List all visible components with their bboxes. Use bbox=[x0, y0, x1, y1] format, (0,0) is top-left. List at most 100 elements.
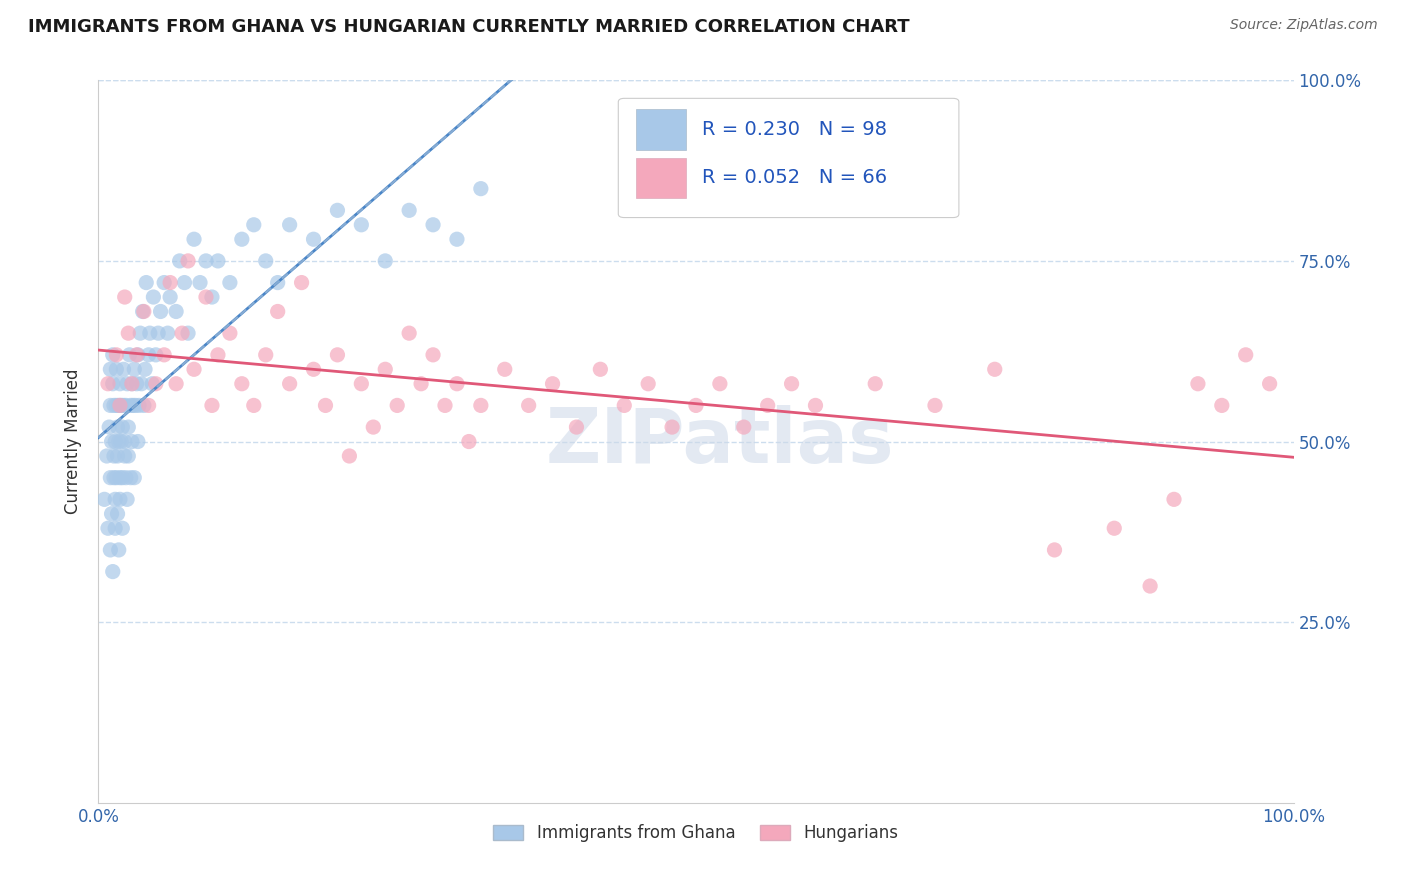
Point bbox=[107, 434, 129, 449]
Point bbox=[148, 326, 170, 340]
Point bbox=[105, 398, 128, 412]
Point bbox=[104, 434, 127, 449]
Point bbox=[141, 376, 163, 391]
Point bbox=[195, 290, 218, 304]
Point bbox=[104, 492, 127, 507]
Point bbox=[103, 470, 125, 484]
Point bbox=[108, 376, 131, 391]
Point bbox=[1211, 398, 1233, 412]
Point bbox=[117, 420, 139, 434]
Point bbox=[110, 398, 132, 412]
Point bbox=[517, 398, 540, 412]
Point bbox=[207, 348, 229, 362]
Point bbox=[446, 376, 468, 391]
Point bbox=[129, 326, 152, 340]
Point bbox=[385, 398, 409, 412]
Point bbox=[110, 434, 132, 449]
Point bbox=[398, 203, 420, 218]
Point bbox=[422, 348, 444, 362]
Point bbox=[107, 449, 129, 463]
Text: R = 0.052   N = 66: R = 0.052 N = 66 bbox=[702, 169, 887, 187]
Point bbox=[398, 326, 420, 340]
Point bbox=[637, 376, 659, 391]
Point bbox=[177, 253, 200, 268]
Point bbox=[118, 348, 141, 362]
Point bbox=[114, 434, 136, 449]
Text: R = 0.230   N = 98: R = 0.230 N = 98 bbox=[702, 120, 887, 139]
Point bbox=[98, 420, 121, 434]
Point bbox=[108, 470, 131, 484]
Point bbox=[104, 521, 127, 535]
Point bbox=[101, 565, 124, 579]
Point bbox=[139, 326, 162, 340]
Point bbox=[350, 376, 373, 391]
Point bbox=[105, 362, 128, 376]
Point bbox=[865, 376, 887, 391]
Point bbox=[685, 398, 707, 412]
Point bbox=[145, 348, 167, 362]
Point bbox=[780, 376, 803, 391]
Point bbox=[1187, 376, 1209, 391]
Point bbox=[231, 376, 253, 391]
Point bbox=[159, 276, 181, 290]
Point bbox=[374, 253, 396, 268]
Point bbox=[134, 362, 156, 376]
Point bbox=[101, 376, 124, 391]
Point bbox=[231, 232, 253, 246]
Point bbox=[135, 276, 157, 290]
Point bbox=[756, 398, 779, 412]
Point bbox=[117, 326, 139, 340]
Point bbox=[97, 376, 120, 391]
Point bbox=[494, 362, 516, 376]
Point bbox=[112, 362, 135, 376]
Point bbox=[149, 304, 172, 318]
Point bbox=[177, 326, 200, 340]
Point bbox=[107, 542, 129, 557]
Point bbox=[156, 326, 179, 340]
Point bbox=[127, 434, 149, 449]
Point bbox=[201, 290, 224, 304]
Point bbox=[159, 290, 181, 304]
Point bbox=[115, 492, 138, 507]
Point bbox=[458, 434, 481, 449]
Point bbox=[115, 376, 138, 391]
Point bbox=[98, 362, 122, 376]
Legend: Immigrants from Ghana, Hungarians: Immigrants from Ghana, Hungarians bbox=[486, 817, 905, 848]
Point bbox=[103, 398, 125, 412]
Point bbox=[173, 276, 195, 290]
Point bbox=[350, 218, 373, 232]
Point bbox=[93, 492, 115, 507]
Point bbox=[1043, 542, 1066, 557]
Point bbox=[434, 398, 457, 412]
Point bbox=[422, 218, 444, 232]
Point bbox=[1258, 376, 1281, 391]
Point bbox=[804, 398, 827, 412]
Point bbox=[254, 348, 277, 362]
Point bbox=[267, 304, 290, 318]
Point bbox=[924, 398, 946, 412]
Point bbox=[115, 398, 138, 412]
Point bbox=[374, 362, 396, 376]
Point bbox=[165, 376, 187, 391]
Point bbox=[219, 326, 242, 340]
Point bbox=[121, 434, 143, 449]
Point bbox=[98, 470, 122, 484]
Point bbox=[124, 398, 146, 412]
Point bbox=[101, 348, 124, 362]
Point bbox=[984, 362, 1007, 376]
Text: Source: ZipAtlas.com: Source: ZipAtlas.com bbox=[1230, 18, 1378, 32]
Point bbox=[1104, 521, 1126, 535]
Point bbox=[132, 398, 155, 412]
Point bbox=[107, 420, 129, 434]
Point bbox=[661, 420, 683, 434]
FancyBboxPatch shape bbox=[619, 98, 959, 218]
Point bbox=[142, 290, 165, 304]
Point bbox=[278, 376, 301, 391]
Point bbox=[291, 276, 314, 290]
Point bbox=[124, 362, 146, 376]
Point bbox=[100, 434, 122, 449]
Point bbox=[138, 348, 160, 362]
Point bbox=[121, 376, 143, 391]
Point bbox=[131, 376, 153, 391]
Point bbox=[132, 304, 155, 318]
